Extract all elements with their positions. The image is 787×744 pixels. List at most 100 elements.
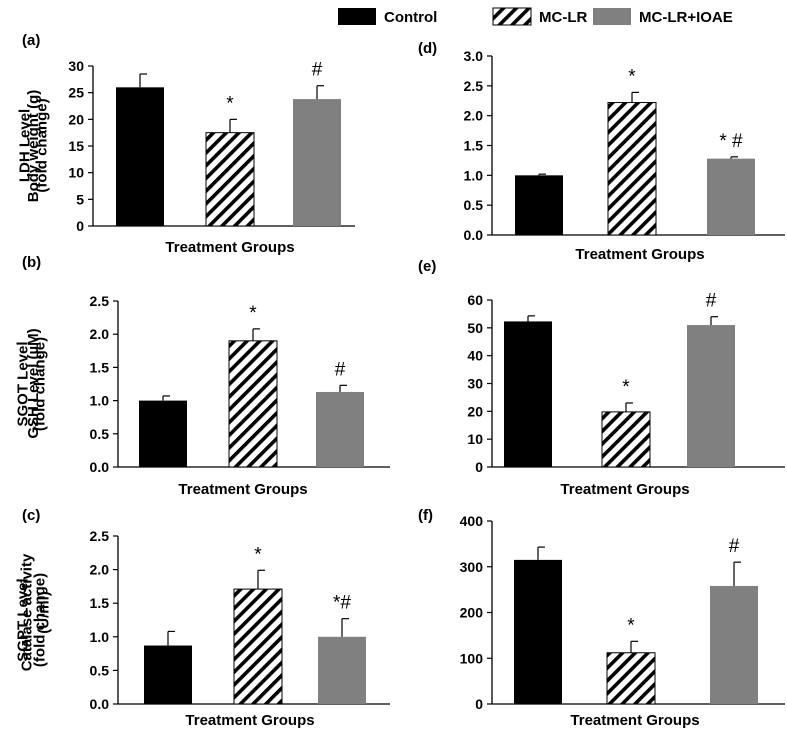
y-tick-label: 25	[68, 85, 84, 101]
bar-mclr	[601, 411, 651, 468]
significance-marker: * #	[719, 131, 743, 152]
panel-label: (f)	[418, 507, 433, 524]
legend-item-ioae: MC-LR+IOAE	[593, 8, 733, 26]
y-axis-label-line: SGOT Level	[15, 341, 32, 426]
y-tick-label: 2.5	[90, 293, 110, 309]
chart-panel-0: (a) 0 5 10 15 20 25 30 Treatment Groups Body weig…	[22, 32, 355, 256]
y-tick-label: 20	[68, 111, 84, 127]
x-axis-label: Treatment Groups	[178, 481, 307, 498]
y-tick-label: 0.0	[90, 459, 110, 475]
y-tick-label: 50	[467, 320, 483, 336]
bar-control	[144, 645, 192, 704]
legend-item-mclr: MC-LR	[492, 7, 587, 26]
panel-label: (e)	[418, 258, 436, 275]
y-axis-label: Body weight (g)	[25, 90, 42, 203]
y-tick-label: 30	[467, 376, 483, 392]
y-tick-label: 1.0	[464, 167, 484, 183]
y-axis-label-line: Catalase activity	[19, 553, 36, 671]
y-tick-label: 3.0	[464, 48, 484, 64]
y-tick-label: 200	[460, 605, 484, 621]
y-tick-label: 0.0	[464, 227, 484, 243]
legend-swatch-ioae	[593, 8, 631, 25]
chart-panel-3: (d) 0.0 0.5 1.0 1.5 2.0 2.5 3.0 Treatment Groups…	[17, 40, 785, 263]
significance-marker: *	[249, 303, 257, 324]
significance-marker: *	[226, 93, 234, 114]
y-tick-label: 15	[68, 138, 84, 154]
y-tick-label: 2.0	[90, 326, 110, 342]
y-tick-label: 0.5	[90, 426, 110, 442]
y-tick-label: 0.0	[90, 696, 110, 712]
bar-ioae	[316, 391, 364, 467]
y-axis-label: SGOT Level(fold change)	[15, 337, 49, 431]
y-axis-label-line: LDH Level	[17, 109, 34, 182]
x-axis-label: Treatment Groups	[570, 712, 699, 729]
y-tick-label: 2.0	[464, 108, 484, 124]
y-axis-label-line: SGPT Level	[15, 578, 32, 661]
significance-marker: *	[628, 66, 636, 87]
legend-label-mclr: MC-LR	[539, 9, 587, 26]
y-axis-label-line: (fold change)	[32, 573, 49, 667]
x-axis-label: Treatment Groups	[185, 712, 314, 729]
chart-panel-5: (f) 0 100 200 300 400 Treatment Groups Catalase…	[19, 507, 785, 729]
significance-marker: #	[312, 60, 323, 81]
y-tick-label: 2.0	[90, 562, 110, 578]
chart-panel-1: (b) 0.0 0.5 1.0 1.5 2.0 2.5 Treatment Groups SGO…	[15, 254, 390, 498]
y-tick-label: 0	[76, 218, 84, 234]
y-axis-label: GSH Level (µM)	[25, 328, 42, 438]
bar-ioae	[707, 158, 755, 235]
legend-swatch-mclr	[492, 7, 532, 26]
y-tick-label: 1.5	[90, 359, 110, 375]
bar-ioae	[318, 636, 366, 704]
bar-control	[515, 175, 563, 235]
y-tick-label: 1.0	[90, 393, 110, 409]
significance-marker: *#	[333, 593, 351, 614]
y-tick-label: 60	[467, 292, 483, 308]
y-tick-label: 2.5	[90, 528, 110, 544]
y-tick-label: 1.5	[464, 138, 484, 154]
y-tick-label: 0	[475, 459, 483, 475]
bar-ioae	[293, 99, 341, 226]
y-axis-label-line: (fold change)	[34, 98, 51, 192]
significance-marker: *	[622, 377, 630, 398]
bar-mclr	[228, 340, 278, 468]
bar-mclr	[205, 132, 255, 227]
chart-panel-2: (c) 0.0 0.5 1.0 1.5 2.0 2.5 Treatment Groups SGP…	[15, 507, 390, 729]
panel-label: (a)	[22, 32, 40, 49]
y-tick-label: 300	[460, 559, 484, 575]
bar-mclr	[606, 652, 656, 705]
y-axis-label: SGPT Level(fold change)	[15, 573, 49, 667]
legend-label-ioae: MC-LR+IOAE	[639, 9, 733, 26]
bar-mclr	[233, 588, 283, 705]
y-tick-label: 400	[460, 513, 484, 529]
bar-mclr	[607, 102, 657, 236]
bar-ioae	[710, 585, 758, 704]
y-tick-label: 10	[467, 431, 483, 447]
y-tick-label: 1.0	[90, 629, 110, 645]
y-axis-label-line: Body weight (g)	[25, 90, 42, 203]
significance-marker: #	[729, 536, 740, 557]
x-axis-label: Treatment Groups	[165, 239, 294, 256]
x-axis-label: Treatment Groups	[560, 481, 689, 498]
y-axis-label-line: (U/ml)	[36, 591, 53, 634]
y-tick-label: 1.5	[90, 595, 110, 611]
y-tick-label: 40	[467, 348, 483, 364]
bar-control	[116, 87, 164, 226]
bar-control	[139, 400, 187, 467]
y-tick-label: 5	[76, 191, 84, 207]
y-axis-label-line: GSH Level (µM)	[25, 328, 42, 438]
y-axis-label-line: (fold change)	[32, 337, 49, 431]
x-axis-label: Treatment Groups	[575, 246, 704, 263]
y-tick-label: 0.5	[464, 197, 484, 213]
significance-marker: *	[254, 544, 262, 565]
y-tick-label: 100	[460, 650, 484, 666]
legend: Control MC-LR MC-LR+IOAE	[338, 7, 733, 26]
legend-swatch-control	[338, 8, 376, 25]
y-tick-label: 10	[68, 165, 84, 181]
bar-ioae	[687, 325, 735, 467]
legend-item-control: Control	[338, 8, 437, 26]
y-tick-label: 0	[475, 696, 483, 712]
bar-control	[504, 321, 552, 467]
bar-control	[514, 559, 562, 704]
